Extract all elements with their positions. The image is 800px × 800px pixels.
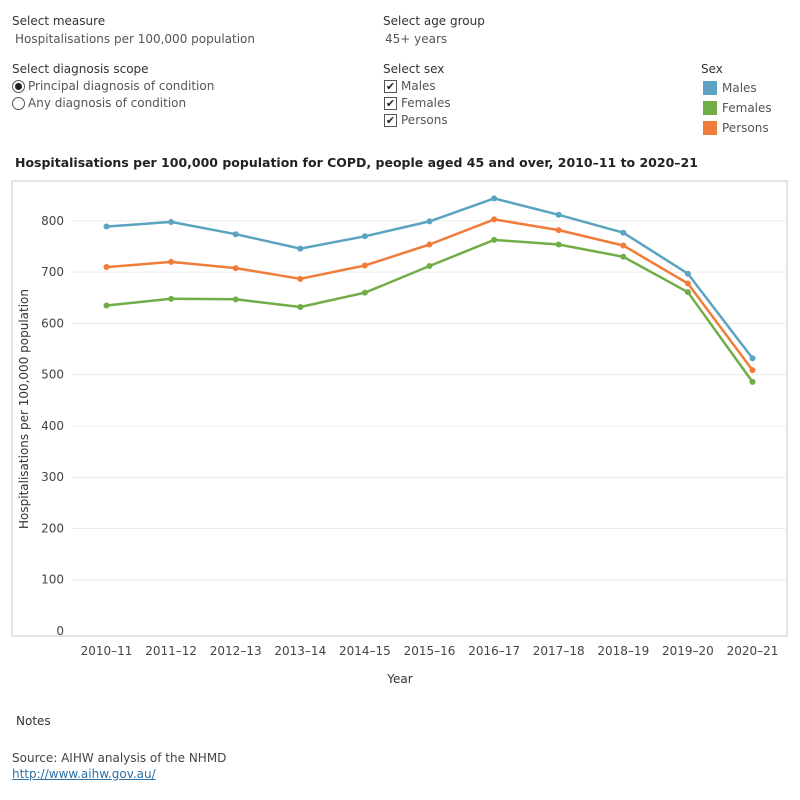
diagnosis-scope-label: Select diagnosis scope xyxy=(12,62,149,76)
checkbox-persons-label: Persons xyxy=(401,113,448,127)
data-point-males xyxy=(297,245,304,252)
radio-principal-label: Principal diagnosis of condition xyxy=(28,79,215,93)
data-point-females xyxy=(555,241,562,248)
x-tick-label: 2018–19 xyxy=(597,644,649,658)
sex-filter-label: Select sex xyxy=(383,62,445,76)
x-tick-label: 2012–13 xyxy=(210,644,262,658)
checkmark-icon: ✔ xyxy=(384,79,397,93)
y-tick-label: 700 xyxy=(41,265,64,279)
y-tick-label: 500 xyxy=(41,368,64,382)
x-tick-label: 2015–16 xyxy=(404,644,456,658)
x-tick-label: 2014–15 xyxy=(339,644,391,658)
data-point-females xyxy=(491,236,498,243)
y-axis-label: Hospitalisations per 100,000 population xyxy=(17,289,31,529)
y-tick-label: 300 xyxy=(41,470,64,484)
legend: Males Females Persons xyxy=(703,78,772,138)
age-group-select[interactable]: 45+ years xyxy=(385,32,448,46)
age-group-label: Select age group xyxy=(383,14,485,28)
data-point-persons xyxy=(620,242,627,249)
data-point-persons xyxy=(491,216,498,223)
checkbox-females[interactable]: ✔ Females xyxy=(384,96,451,110)
legend-label-persons: Persons xyxy=(722,121,769,135)
data-point-females xyxy=(749,378,756,385)
y-tick-label: 800 xyxy=(41,214,64,228)
legend-swatch-males xyxy=(703,81,717,95)
x-axis-ticks: 2010–11 2011–12 2012–13 2013–14 2014–15 2015–… xyxy=(81,644,779,658)
data-point-females xyxy=(361,289,368,296)
data-point-males xyxy=(491,195,498,202)
data-point-persons xyxy=(168,258,175,265)
x-tick-label: 2020–21 xyxy=(727,644,779,658)
data-point-persons xyxy=(684,280,691,287)
x-axis-label: Year xyxy=(386,672,412,686)
data-point-females xyxy=(684,289,691,296)
checkmark-icon: ✔ xyxy=(384,113,397,127)
data-point-females xyxy=(620,253,627,260)
data-point-females xyxy=(232,296,239,303)
legend-label-females: Females xyxy=(722,101,772,115)
legend-item-persons[interactable]: Persons xyxy=(703,118,772,138)
checkbox-males-label: Males xyxy=(401,79,436,93)
notes-label[interactable]: Notes xyxy=(16,714,51,728)
x-tick-label: 2013–14 xyxy=(274,644,326,658)
checkbox-males[interactable]: ✔ Males xyxy=(384,79,436,93)
data-point-persons xyxy=(232,265,239,272)
legend-item-males[interactable]: Males xyxy=(703,78,772,98)
y-tick-label: 400 xyxy=(41,419,64,433)
data-point-males xyxy=(426,218,433,225)
x-tick-label: 2017–18 xyxy=(533,644,585,658)
y-tick-label: 600 xyxy=(41,316,64,330)
radio-selected-icon xyxy=(12,79,25,93)
y-axis-ticks: 0 100 200 300 400 500 600 700 800 xyxy=(41,214,64,638)
source-text: Source: AIHW analysis of the NHMD xyxy=(12,751,227,765)
gridlines xyxy=(72,220,787,581)
data-point-females xyxy=(168,295,175,302)
data-point-persons xyxy=(555,227,562,234)
data-point-females xyxy=(297,304,304,311)
data-point-males xyxy=(232,231,239,238)
measure-label: Select measure xyxy=(12,14,106,28)
data-point-persons xyxy=(361,262,368,269)
x-tick-label: 2019–20 xyxy=(662,644,714,658)
legend-title: Sex xyxy=(701,62,723,76)
plot-frame xyxy=(11,180,788,637)
radio-unselected-icon xyxy=(12,96,25,110)
line-chart: 0 100 200 300 400 500 600 700 800 2010–11 2011–12… xyxy=(11,180,788,686)
data-point-males xyxy=(168,218,175,225)
data-point-males xyxy=(684,270,691,277)
series-line-females xyxy=(105,238,754,384)
chart-title: Hospitalisations per 100,000 population … xyxy=(15,155,698,170)
data-point-persons xyxy=(297,275,304,282)
checkbox-persons[interactable]: ✔ Persons xyxy=(384,113,448,127)
legend-swatch-persons xyxy=(703,121,717,135)
data-point-males xyxy=(620,229,627,236)
checkmark-icon: ✔ xyxy=(384,96,397,110)
legend-swatch-females xyxy=(703,101,717,115)
y-tick-label: 200 xyxy=(41,521,64,535)
aihw-link[interactable]: http://www.aihw.gov.au/ xyxy=(12,767,156,781)
y-tick-label: 100 xyxy=(41,573,64,587)
data-point-males xyxy=(749,355,756,362)
series-group xyxy=(103,195,756,385)
x-tick-label: 2010–11 xyxy=(81,644,133,658)
radio-principal-diagnosis[interactable]: Principal diagnosis of condition xyxy=(12,79,214,93)
radio-any-diagnosis[interactable]: Any diagnosis of condition xyxy=(12,96,186,110)
legend-label-males: Males xyxy=(722,81,757,95)
y-tick-label: 0 xyxy=(56,624,64,638)
data-point-males xyxy=(103,223,110,230)
data-point-females xyxy=(426,263,433,270)
measure-select[interactable]: Hospitalisations per 100,000 population xyxy=(15,32,255,46)
x-tick-label: 2016–17 xyxy=(468,644,520,658)
legend-item-females[interactable]: Females xyxy=(703,98,772,118)
data-point-persons xyxy=(426,241,433,248)
radio-any-label: Any diagnosis of condition xyxy=(28,96,187,110)
data-point-males xyxy=(361,233,368,240)
x-tick-label: 2011–12 xyxy=(145,644,197,658)
data-point-persons xyxy=(103,264,110,271)
data-point-females xyxy=(103,302,110,309)
data-point-males xyxy=(555,211,562,218)
checkbox-females-label: Females xyxy=(401,96,451,110)
data-point-persons xyxy=(749,367,756,374)
